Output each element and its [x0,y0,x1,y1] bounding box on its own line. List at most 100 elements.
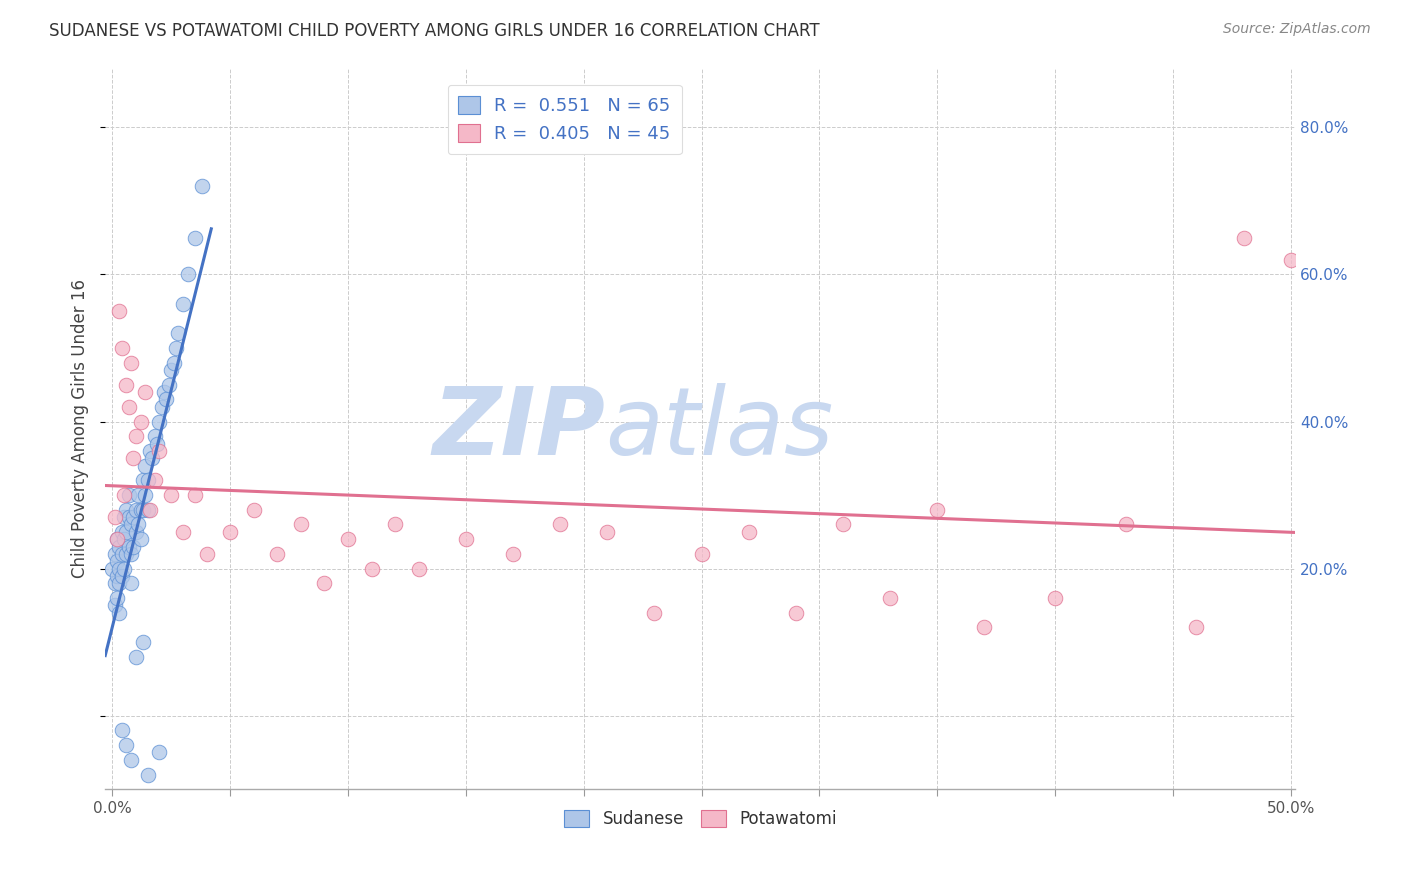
Point [336,532,359,546]
Point [101,561,124,575]
Point [242,502,264,516]
Point [120,547,142,561]
Point [148,415,170,429]
Point [136,474,159,488]
Point [162,356,184,370]
Point [125,502,148,516]
Point [165,341,187,355]
Point [1232,230,1254,244]
Point [136,502,159,516]
Point [122,451,145,466]
Point [112,561,135,575]
Point [105,532,128,546]
Point [129,532,152,546]
Point [125,524,148,539]
Point [104,510,127,524]
Point [115,377,138,392]
Point [191,179,214,194]
Point [1043,591,1066,605]
Point [104,547,127,561]
Point [314,576,336,591]
Point [129,502,152,516]
Point [115,738,138,752]
Point [115,502,138,516]
Point [108,606,131,620]
Y-axis label: Child Poverty Among Girls Under 16: Child Poverty Among Girls Under 16 [72,279,89,578]
Point [112,510,135,524]
Point [148,444,170,458]
Point [219,524,242,539]
Point [136,767,159,781]
Point [973,620,995,634]
Text: atlas: atlas [605,384,834,475]
Point [143,429,166,443]
Point [134,458,156,473]
Point [177,268,200,282]
Legend: Sudanese, Potawatomi: Sudanese, Potawatomi [558,804,844,835]
Point [118,540,141,554]
Point [108,576,131,591]
Point [195,547,218,561]
Point [172,524,194,539]
Point [118,400,141,414]
Point [118,510,141,524]
Point [832,517,855,532]
Point [105,532,128,546]
Point [184,230,207,244]
Point [737,524,759,539]
Point [134,488,156,502]
Point [690,547,713,561]
Point [184,488,207,502]
Point [111,547,134,561]
Point [1279,252,1302,267]
Point [108,540,131,554]
Point [160,363,183,377]
Point [141,451,163,466]
Point [129,415,152,429]
Point [111,524,134,539]
Point [143,474,166,488]
Point [157,377,180,392]
Point [125,429,148,443]
Text: Source: ZipAtlas.com: Source: ZipAtlas.com [1223,22,1371,37]
Point [108,561,131,575]
Point [266,547,288,561]
Point [104,576,127,591]
Point [115,547,138,561]
Point [105,554,128,568]
Point [132,635,155,649]
Point [502,547,524,561]
Point [127,488,149,502]
Point [290,517,312,532]
Point [146,436,169,450]
Point [153,385,176,400]
Point [120,576,142,591]
Point [118,488,141,502]
Point [120,356,142,370]
Point [105,591,128,605]
Point [105,569,128,583]
Point [112,488,135,502]
Point [108,304,131,318]
Text: SUDANESE VS POTAWATOMI CHILD POVERTY AMONG GIRLS UNDER 16 CORRELATION CHART: SUDANESE VS POTAWATOMI CHILD POVERTY AMO… [49,22,820,40]
Point [122,540,145,554]
Point [596,524,619,539]
Point [111,569,134,583]
Point [384,517,406,532]
Point [132,502,155,516]
Point [132,474,155,488]
Point [360,561,382,575]
Point [785,606,807,620]
Point [548,517,571,532]
Point [643,606,665,620]
Point [1185,620,1208,634]
Point [172,297,194,311]
Point [148,746,170,760]
Point [122,510,145,524]
Point [879,591,901,605]
Point [115,524,138,539]
Point [111,723,134,738]
Point [927,502,949,516]
Point [120,753,142,767]
Point [155,392,177,407]
